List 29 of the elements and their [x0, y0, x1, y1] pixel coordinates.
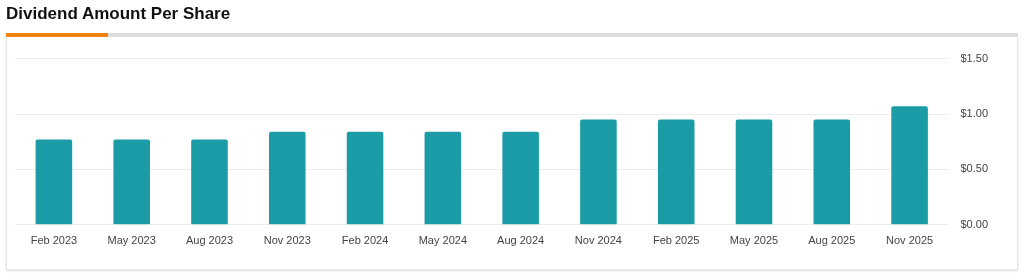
x-tick-label: Nov 2023 — [263, 234, 311, 247]
x-tick-label: May 2023 — [107, 234, 156, 247]
x-tick-label: May 2025 — [729, 234, 779, 247]
x-tick-label: Nov 2024 — [574, 234, 622, 247]
x-tick-label: Aug 2023 — [185, 234, 234, 247]
bar — [346, 131, 384, 225]
y-tick-label: $1.00 — [960, 107, 988, 120]
x-tick-label: Feb 2024 — [341, 234, 389, 247]
bar — [813, 119, 851, 225]
x-tick-label: Feb 2025 — [652, 234, 700, 247]
y-tick-label: $0.50 — [960, 162, 988, 175]
bar — [502, 131, 539, 225]
x-tick-label: Feb 2023 — [30, 234, 78, 247]
y-tick-label: $0.00 — [960, 217, 988, 230]
bar — [657, 119, 695, 225]
bar — [268, 131, 306, 225]
y-tick-label: $1.50 — [960, 51, 988, 64]
bar — [35, 139, 73, 225]
bar — [191, 139, 228, 225]
chart-title: Dividend Amount Per Share — [6, 4, 231, 24]
bar — [891, 106, 928, 225]
x-tick-label: Aug 2024 — [497, 234, 545, 247]
x-tick-label: Nov 2025 — [886, 234, 934, 247]
bar — [424, 131, 462, 225]
bar — [580, 119, 617, 225]
x-tick-label: Aug 2025 — [808, 234, 856, 247]
bar — [735, 119, 773, 225]
x-tick-label: May 2024 — [418, 234, 467, 247]
bar — [113, 139, 150, 225]
